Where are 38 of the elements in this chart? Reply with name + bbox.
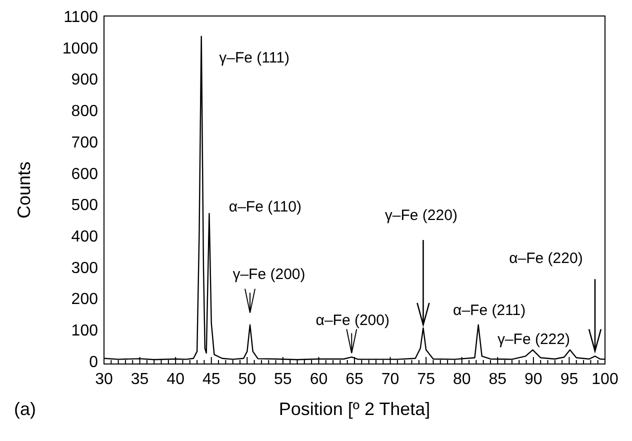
y-tick-label: 300 — [71, 260, 98, 277]
annotation: α–Fe (110) — [228, 198, 302, 216]
x-tick-label: 55 — [274, 371, 292, 388]
y-tick-label: 100 — [71, 322, 98, 340]
x-tick-label: 40 — [166, 371, 185, 388]
y-tick-label: 600 — [71, 166, 98, 183]
x-tick-label: 70 — [381, 371, 400, 388]
text: (a) — [14, 399, 36, 419]
x-tick-label: 90 — [524, 371, 542, 388]
y-axis-title: Counts — [14, 161, 34, 219]
x-tick-label: 30 — [95, 371, 113, 388]
y-tick-label: 200 — [71, 291, 98, 308]
x-tick-label: 60 — [310, 371, 328, 388]
annotation: α–Fe (220) — [509, 250, 583, 268]
annotation: α–Fe (200) — [316, 312, 390, 330]
x-tick-label: 35 — [130, 371, 149, 388]
y-tick-label: 800 — [71, 103, 98, 120]
annotation: α–Fe (211) — [453, 302, 526, 319]
y-tick-label: 900 — [71, 72, 98, 89]
annotation: γ–Fe (111) — [219, 49, 290, 66]
x-tick-label: 85 — [488, 371, 507, 388]
annotation: γ–Fe (220) — [384, 206, 458, 224]
x-axis-title: Position [º 2 Theta] — [278, 399, 430, 419]
x-tick-label: 80 — [452, 371, 471, 388]
x-tick-label: 95 — [560, 371, 578, 388]
y-tick-label: 1100 — [64, 9, 98, 26]
annotation: γ–Fe (222) — [497, 330, 570, 348]
y-tick-label: 400 — [71, 228, 98, 246]
x-tick-label: 45 — [202, 371, 220, 388]
y-tick-label: 1000 — [62, 40, 98, 58]
x-tick-label: 75 — [417, 371, 436, 388]
y-tick-label: 0 — [89, 354, 98, 371]
y-tick-label: 700 — [71, 134, 98, 152]
y-tick-label: 500 — [71, 197, 98, 214]
x-tick-label: 50 — [238, 371, 256, 388]
x-tick-label: 100 — [592, 371, 618, 388]
x-tick-label: 65 — [346, 371, 364, 388]
annotation: γ–Fe (200) — [232, 266, 306, 283]
